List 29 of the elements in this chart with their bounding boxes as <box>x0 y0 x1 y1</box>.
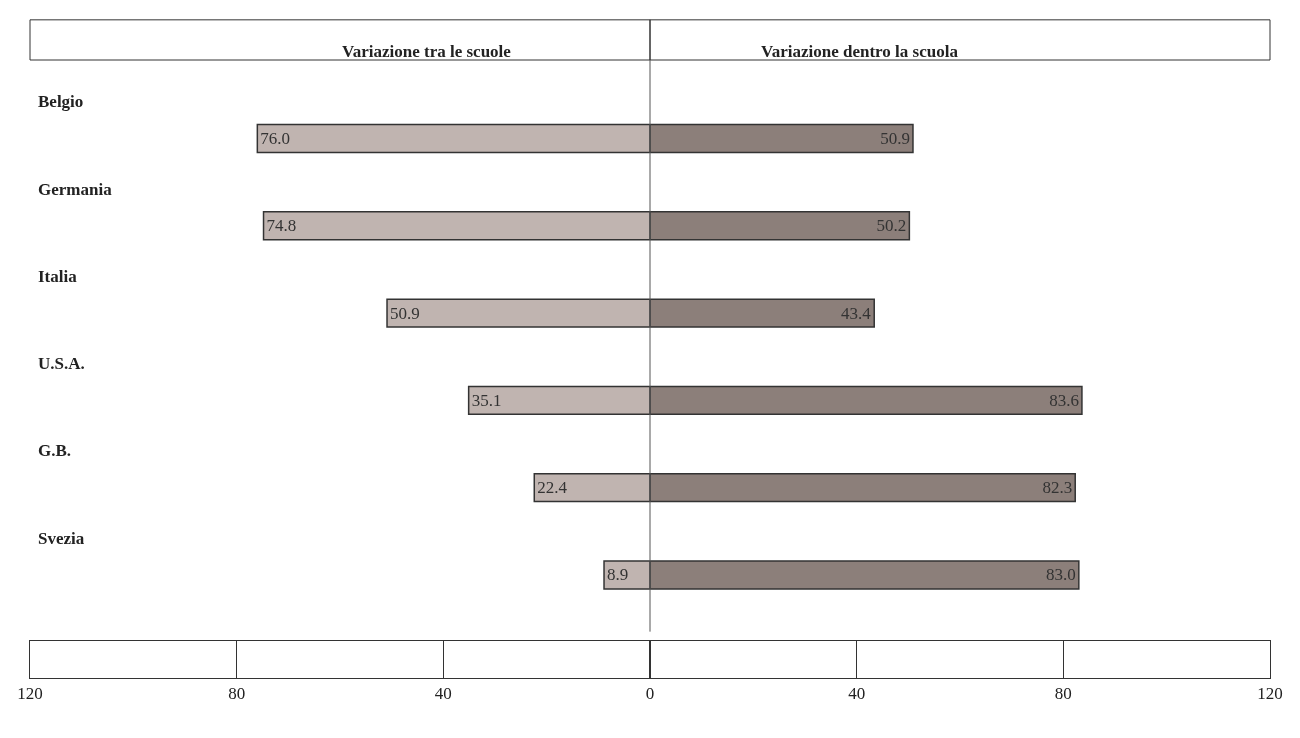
y-tick-label: Italia <box>38 267 78 286</box>
data-label: 76.0 <box>260 129 291 149</box>
x-tick-label: 80 <box>1054 684 1072 704</box>
data-label: 43.4 <box>840 303 872 323</box>
data-label: 74.8 <box>266 216 297 236</box>
x-tick-label: 0 <box>645 684 655 704</box>
y-tick-label: G.B. <box>38 441 72 460</box>
data-label: 50.9 <box>880 129 910 149</box>
x-tick-label: 40 <box>848 684 866 704</box>
data-label: 50.2 <box>876 216 907 236</box>
x-tick-label: 40 <box>434 684 452 704</box>
data-label: 35.1 <box>471 390 502 410</box>
data-label: 82.3 <box>1042 478 1073 498</box>
y-tick-label: Belgio <box>38 92 84 111</box>
data-label: 22.4 <box>537 478 568 498</box>
x-tick-label: 120 <box>1257 684 1283 704</box>
y-tick-label: Svezia <box>38 529 85 548</box>
y-tick-label: U.S.A. <box>38 354 85 373</box>
chart-title: Variazione tra le scuole <box>342 42 512 61</box>
data-label: 83.6 <box>1049 390 1079 410</box>
chart-title: Variazione dentro la scuola <box>761 42 959 61</box>
bar <box>603 560 650 590</box>
x-tick-label: 80 <box>228 684 246 704</box>
data-label: 50.9 <box>390 303 420 323</box>
data-label: 83.0 <box>1046 565 1076 585</box>
x-tick-label: 120 <box>17 684 43 704</box>
data-label: 8.9 <box>607 565 629 585</box>
y-tick-label: Germania <box>38 180 113 199</box>
bar <box>533 472 650 503</box>
